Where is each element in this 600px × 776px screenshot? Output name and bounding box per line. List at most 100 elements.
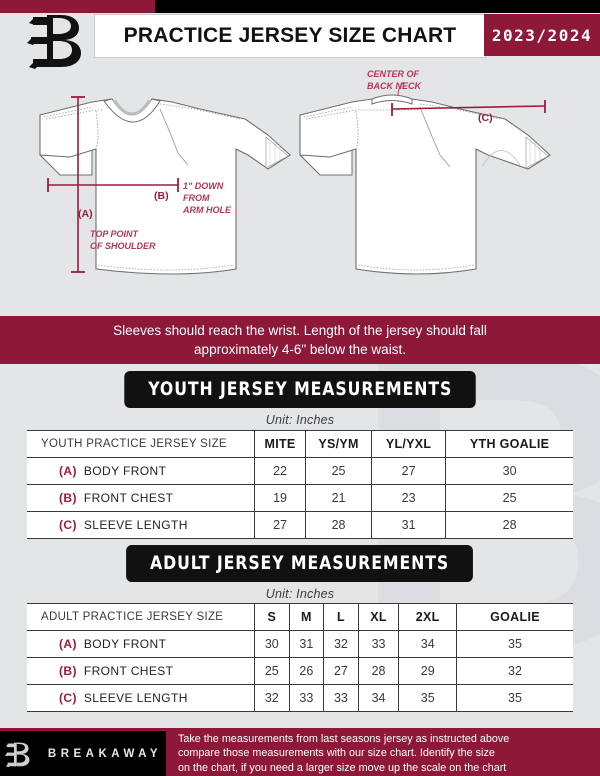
adult-cell-a-xl: 33 [358, 630, 400, 658]
adult-row-label-b: (B) FRONT CHEST [27, 657, 255, 685]
adult-cell-c-m: 33 [289, 684, 325, 712]
footer-instructions: Take the measurements from last seasons … [166, 731, 600, 776]
label-a-tag: (A) [78, 208, 93, 220]
adult-row-tag-c: (C) [59, 691, 77, 705]
top-strip-accent [0, 0, 155, 13]
adult-row-name-c: SLEEVE LENGTH [83, 691, 188, 705]
adult-row-tag-b: (B) [59, 664, 77, 678]
page-title: PRACTICE JERSEY SIZE CHART [123, 24, 457, 47]
youth-unit-label: Unit: Inches [265, 413, 335, 427]
adult-table-wrap: ADULT PRACTICE JERSEY SIZE S M L XL 2XL … [27, 603, 573, 712]
front-measurement-lines [47, 96, 179, 273]
youth-col-mite: MITE [254, 430, 307, 458]
adult-cell-c-l: 33 [323, 684, 359, 712]
label-b-note-line1: 1" DOWN [183, 181, 224, 191]
youth-row-tag-c: (C) [59, 518, 77, 532]
youth-cell-c-ysym: 28 [305, 511, 373, 539]
youth-row-label-c: (C) SLEEVE LENGTH [27, 511, 255, 539]
youth-col-ylyxl: YL/YXL [371, 430, 447, 458]
table-row: (A) BODY FRONT 22 25 27 30 [27, 457, 573, 485]
youth-row-name-a: BODY FRONT [83, 464, 167, 478]
youth-cell-c-ylyxl: 31 [371, 511, 447, 539]
footer-accent-rule [0, 728, 600, 731]
youth-cell-b-ylyxl: 23 [371, 484, 447, 512]
youth-cell-c-goalie: 28 [445, 511, 573, 539]
youth-col-ythgoalie: YTH GOALIE [445, 430, 573, 458]
adult-cell-b-s: 25 [254, 657, 290, 685]
youth-cell-a-mite: 22 [254, 457, 307, 485]
page-header: PRACTICE JERSEY SIZE CHART 2023/2024 [0, 13, 600, 69]
jersey-front-illustration [39, 98, 291, 275]
adult-col-s: S [254, 603, 290, 631]
adult-row-tag-a: (A) [59, 637, 77, 651]
adult-col-goalie: GOALIE [456, 603, 573, 631]
adult-unit-label: Unit: Inches [265, 587, 335, 601]
instructions-banner: Sleeves should reach the wrist. Length o… [0, 316, 600, 364]
youth-section-header: YOUTH JERSEY MEASUREMENTS Unit: Inches [0, 371, 600, 427]
footer-brand-block: BREAKAWAY [0, 731, 166, 776]
label-neck-note-line2: BACK NECK [367, 81, 423, 91]
adult-col-size-label: ADULT PRACTICE JERSEY SIZE [27, 603, 255, 631]
youth-section-title: YOUTH JERSEY MEASUREMENTS [124, 371, 476, 408]
label-a-note-line1: TOP POINT [90, 229, 140, 239]
table-row: (B) FRONT CHEST 19 21 23 25 [27, 484, 573, 512]
adult-cell-c-2xl: 35 [398, 684, 457, 712]
breakaway-b-logo-icon [4, 742, 30, 767]
youth-cell-c-mite: 27 [254, 511, 307, 539]
label-b-note-line3: ARM HOLE [182, 205, 232, 215]
table-header-row: ADULT PRACTICE JERSEY SIZE S M L XL 2XL … [27, 603, 573, 631]
adult-row-name-b: FRONT CHEST [83, 664, 174, 678]
label-a-note-line2: OF SHOULDER [90, 241, 156, 251]
footer-brand-name: BREAKAWAY [47, 747, 163, 760]
youth-cell-b-goalie: 25 [445, 484, 573, 512]
adult-cell-a-l: 32 [323, 630, 359, 658]
jersey-back-illustration [299, 94, 551, 275]
youth-col-size-label: YOUTH PRACTICE JERSEY SIZE [27, 430, 255, 458]
adult-cell-c-xl: 34 [358, 684, 400, 712]
adult-cell-a-goalie: 35 [456, 630, 573, 658]
label-b-note-line2: FROM [183, 193, 210, 203]
youth-col-ysym: YS/YM [305, 430, 373, 458]
adult-cell-b-l: 27 [323, 657, 359, 685]
footer-line-1: Take the measurements from last seasons … [178, 732, 510, 745]
adult-cell-a-s: 30 [254, 630, 290, 658]
adult-col-xl: XL [358, 603, 400, 631]
header-title-box: PRACTICE JERSEY SIZE CHART [94, 14, 486, 58]
youth-cell-a-ylyxl: 27 [371, 457, 447, 485]
label-c-tag: (C) [478, 112, 493, 124]
adult-section-title: ADULT JERSEY MEASUREMENTS [126, 545, 474, 582]
table-row: (B) FRONT CHEST 25 26 27 28 29 32 [27, 657, 573, 685]
adult-row-name-a: BODY FRONT [83, 637, 167, 651]
adult-cell-b-2xl: 29 [398, 657, 457, 685]
youth-row-name-c: SLEEVE LENGTH [83, 518, 188, 532]
jersey-diagram: (A) TOP POINT OF SHOULDER (B) 1" DOWN FR… [0, 57, 600, 310]
label-neck-note-line1: CENTER OF [367, 69, 420, 79]
adult-measurements-table: ADULT PRACTICE JERSEY SIZE S M L XL 2XL … [27, 603, 573, 712]
adult-section-header: ADULT JERSEY MEASUREMENTS Unit: Inches [0, 545, 600, 601]
table-row: (C) SLEEVE LENGTH 32 33 33 34 35 35 [27, 684, 573, 712]
youth-cell-a-ysym: 25 [305, 457, 373, 485]
adult-cell-c-s: 32 [254, 684, 290, 712]
youth-table-wrap: YOUTH PRACTICE JERSEY SIZE MITE YS/YM YL… [27, 430, 573, 539]
youth-cell-a-goalie: 30 [445, 457, 573, 485]
adult-cell-b-goalie: 32 [456, 657, 573, 685]
table-row: (A) BODY FRONT 30 31 32 33 34 35 [27, 630, 573, 658]
table-header-row: YOUTH PRACTICE JERSEY SIZE MITE YS/YM YL… [27, 430, 573, 458]
top-strip [0, 0, 600, 13]
back-measurement-lines [391, 81, 546, 116]
season-year: 2023/2024 [491, 25, 593, 45]
youth-row-label-b: (B) FRONT CHEST [27, 484, 255, 512]
adult-cell-b-xl: 28 [358, 657, 400, 685]
youth-measurements-table: YOUTH PRACTICE JERSEY SIZE MITE YS/YM YL… [27, 430, 573, 539]
youth-cell-b-ysym: 21 [305, 484, 373, 512]
adult-col-2xl: 2XL [398, 603, 457, 631]
footer-line-3: on the chart, if you need a larger size … [178, 761, 507, 774]
adult-cell-b-m: 26 [289, 657, 325, 685]
adult-cell-a-2xl: 34 [398, 630, 457, 658]
footer-line-2: compare those measurements with our size… [178, 747, 495, 760]
youth-row-name-b: FRONT CHEST [83, 491, 174, 505]
youth-cell-b-mite: 19 [254, 484, 307, 512]
adult-row-label-a: (A) BODY FRONT [27, 630, 255, 658]
instructions-line-2: approximately 4-6" below the waist. [194, 342, 406, 357]
